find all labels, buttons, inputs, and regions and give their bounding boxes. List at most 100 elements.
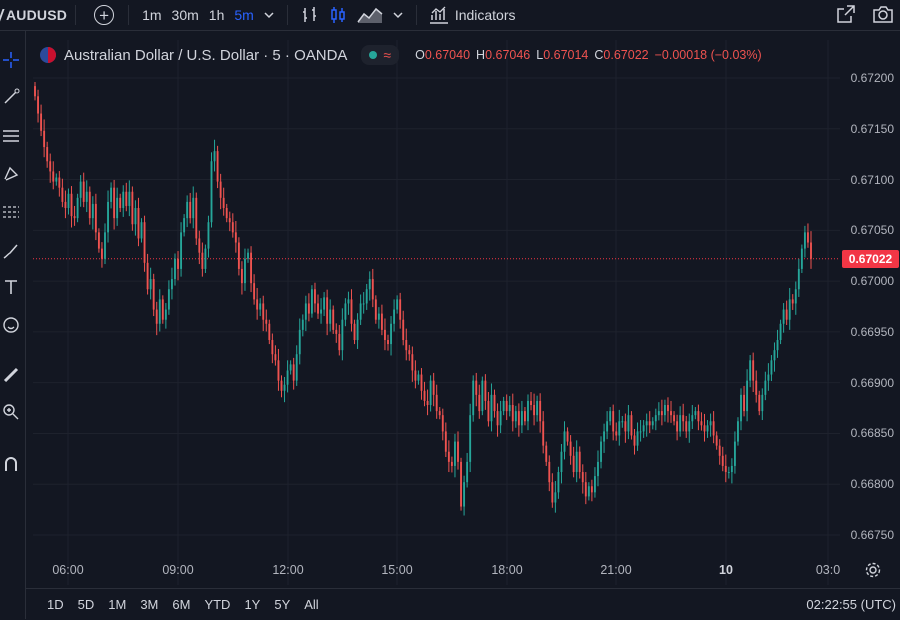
crosshair-icon[interactable] [0, 49, 22, 71]
interval-1h-button[interactable]: 1h [208, 7, 225, 23]
candle-body [724, 465, 727, 473]
bottom-toolbar: 1D 5D 1M 3M 6M YTD 1Y 5Y All 02:22:55 (UTC) [25, 588, 900, 620]
candle-body [259, 303, 262, 310]
candle-body [682, 415, 685, 422]
candle-body [782, 309, 785, 324]
zoom-in-icon[interactable] [0, 401, 22, 423]
candle-body [88, 191, 91, 219]
candle-body [414, 370, 417, 381]
candle-body [268, 323, 271, 341]
time-axis-label: 10 [719, 563, 733, 577]
candle-body [810, 242, 812, 259]
magnet-icon[interactable] [0, 453, 22, 475]
candle-body [657, 411, 660, 416]
candle-body [110, 187, 113, 202]
range-button-1m[interactable]: 1M [108, 597, 127, 612]
candle-body [560, 451, 563, 473]
candle-body [70, 193, 73, 217]
candle-body [730, 465, 733, 473]
candle-body [776, 340, 779, 351]
wave-icon: ≈ [383, 47, 392, 63]
candle-body [250, 252, 253, 284]
australia-flag-icon [40, 47, 56, 63]
candle-body [210, 161, 213, 223]
range-button-3m[interactable]: 3M [140, 597, 159, 612]
interval-dropdown-chevron-icon[interactable] [259, 10, 279, 20]
candle-body [225, 207, 228, 219]
indicators-label: Indicators [454, 7, 516, 23]
publish-icon[interactable] [836, 4, 856, 24]
symbol-search-button[interactable]: AUDUSD [0, 7, 67, 23]
candle-body [393, 309, 396, 324]
price-axis[interactable]: 0.67200 0.67150 0.67100 0.67050 0.67000 0.669… [841, 40, 900, 585]
range-button-all[interactable]: All [304, 597, 319, 612]
market-status-pill[interactable]: ≈ [361, 45, 400, 65]
candle-body [79, 181, 82, 198]
ruler-icon[interactable] [0, 364, 22, 386]
candle-body [447, 451, 450, 462]
candle-body [484, 380, 487, 401]
compare-symbol-plus-icon[interactable]: + [94, 5, 115, 25]
candle-body [533, 405, 536, 416]
instrument-title[interactable]: Australian Dollar / U.S. Dollar · 5 · OA… [64, 46, 348, 64]
candle-body [514, 411, 517, 422]
time-axis-label: 21:00 [600, 563, 632, 577]
candle-body [198, 238, 201, 253]
horizontal-lines-icon[interactable] [0, 125, 22, 147]
candle-body [219, 181, 222, 198]
range-button-1y[interactable]: 1Y [244, 597, 261, 612]
chart-type-dropdown-chevron-icon[interactable] [388, 10, 408, 20]
pattern-tool-icon[interactable] [0, 163, 22, 185]
candle-body [91, 203, 94, 219]
utc-clock[interactable]: 02:22:55 (UTC) [806, 597, 896, 612]
open-value: 0.67040 [424, 48, 471, 62]
settings-gear-icon[interactable] [864, 561, 882, 584]
candle-body [289, 364, 292, 371]
interval-1m-button[interactable]: 1m [142, 7, 162, 23]
candle-body [435, 394, 438, 412]
indicators-button[interactable]: Indicators [429, 6, 516, 24]
range-button-ytd[interactable]: YTD [204, 597, 231, 612]
brush-icon[interactable] [0, 240, 22, 262]
candlestick-chart[interactable] [33, 40, 840, 585]
candle-body [770, 360, 773, 375]
candle-body [679, 415, 682, 432]
candle-body [779, 323, 782, 341]
range-button-5d[interactable]: 5D [77, 597, 95, 612]
emoji-icon[interactable] [0, 314, 22, 336]
candle-body [630, 415, 633, 436]
candles-chart-type-icon[interactable] [324, 6, 352, 24]
range-button-6m[interactable]: 6M [172, 597, 191, 612]
candle-body [58, 177, 61, 188]
range-button-5y[interactable]: 5Y [274, 597, 291, 612]
candle-body [374, 299, 377, 320]
candle-body [563, 431, 566, 452]
candle-body [450, 461, 453, 466]
candle-body [721, 455, 724, 466]
toolbar-divider [75, 5, 77, 25]
fib-levels-icon[interactable] [0, 201, 22, 223]
candle-body [213, 151, 216, 162]
candle-body [204, 248, 207, 269]
text-tool-icon[interactable] [0, 276, 22, 298]
candle-body [216, 151, 219, 182]
range-button-1d[interactable]: 1D [47, 597, 64, 612]
candle-body [341, 319, 344, 351]
interval-5m-button[interactable]: 5m [234, 7, 254, 23]
interval-30m-button[interactable]: 30m [171, 7, 199, 23]
candle-body [161, 299, 164, 320]
candle-body [371, 279, 374, 300]
trend-line-icon[interactable] [0, 86, 22, 108]
candle-body [323, 297, 326, 310]
camera-snapshot-icon[interactable] [872, 4, 894, 24]
candle-body [454, 441, 456, 466]
candle-body [46, 147, 49, 162]
low-key: L [536, 48, 544, 62]
bar-chart-type-icon[interactable] [296, 6, 324, 24]
candle-body [517, 411, 520, 426]
candle-body [794, 289, 797, 304]
candle-body [651, 421, 654, 426]
area-chart-type-icon[interactable] [352, 6, 388, 24]
close-value: 0.67022 [603, 48, 649, 62]
candles-layer [34, 82, 812, 516]
